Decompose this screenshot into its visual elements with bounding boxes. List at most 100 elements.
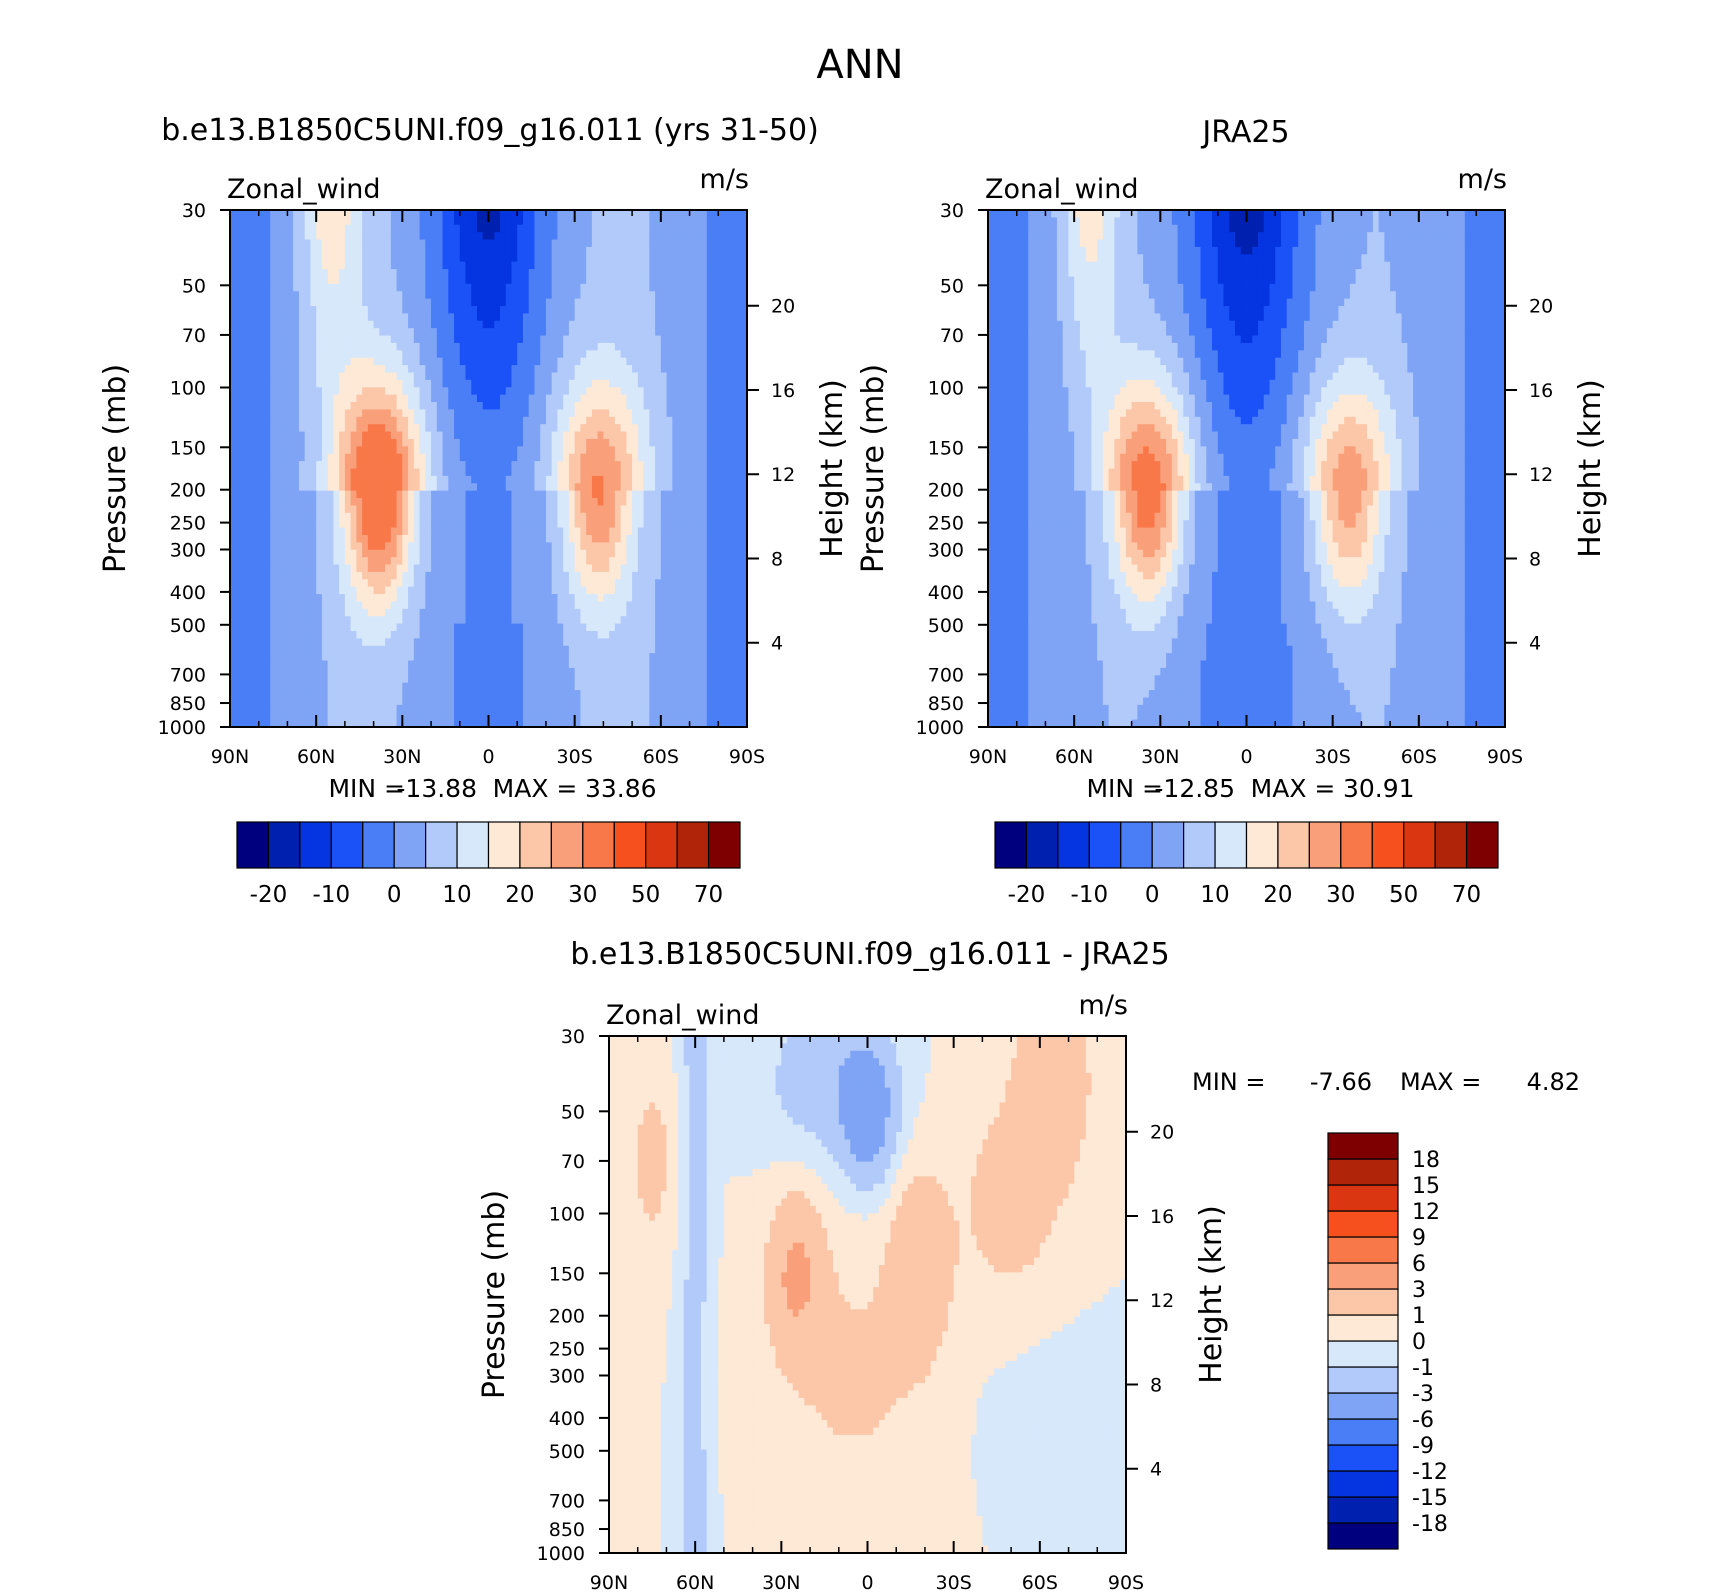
contour-cell (333, 298, 340, 307)
contour-cell (557, 498, 564, 507)
contour-cell (385, 608, 392, 617)
contour-cell (270, 549, 277, 558)
contour-cell (304, 372, 312, 381)
contour-cell (396, 232, 403, 241)
contour-cell (293, 697, 300, 706)
contour-cell (534, 704, 541, 713)
contour-cell (586, 616, 593, 625)
contour-cell (574, 239, 582, 248)
contour-cell (436, 246, 444, 255)
contour-cell (482, 379, 490, 388)
contour-cell (505, 512, 513, 521)
contour-cell (459, 402, 467, 411)
contour-cell (333, 365, 340, 374)
contour-cell (321, 402, 329, 411)
contour-cell (580, 557, 587, 566)
contour-cell (436, 306, 444, 314)
contour-cell (327, 682, 334, 691)
contour-cell (425, 712, 432, 721)
contour-cell (310, 697, 317, 706)
contour-cell (321, 608, 329, 617)
contour-cell (270, 557, 277, 566)
contour-cell (442, 623, 449, 632)
contour-cell (614, 564, 622, 573)
contour-cell (448, 660, 455, 669)
contour-cell (436, 527, 444, 536)
contour-cell (385, 690, 392, 699)
contour-cell (258, 306, 266, 314)
contour-cell (534, 608, 541, 617)
contour-cell (287, 579, 294, 588)
contour-cell (247, 468, 254, 477)
contour-cell (511, 682, 518, 691)
contour-cell (442, 298, 449, 307)
contour-cell (609, 623, 616, 632)
contour-cell (293, 350, 300, 359)
contour-cell (235, 328, 243, 337)
contour-cell (442, 461, 449, 470)
contour-cell (367, 498, 375, 507)
contour-cell (390, 586, 398, 595)
contour-cell (534, 365, 541, 374)
contour-cell (390, 594, 398, 603)
contour-cell (448, 246, 455, 255)
contour-cell (517, 579, 524, 588)
contour-cell (356, 542, 363, 551)
contour-cell (591, 623, 599, 632)
contour-cell (402, 623, 409, 632)
contour-cell (235, 461, 243, 470)
contour-cell (344, 453, 352, 462)
contour-cell (459, 483, 467, 492)
contour-cell (356, 342, 363, 351)
contour-cell (545, 298, 553, 307)
contour-cell (591, 490, 599, 499)
contour-cell (488, 409, 495, 418)
contour-cell (477, 246, 484, 255)
contour-cell (505, 534, 513, 543)
contour-cell (293, 475, 300, 484)
contour-cell (408, 313, 415, 322)
contour-cell (471, 520, 478, 529)
contour-cell (442, 645, 449, 654)
contour-cell (522, 261, 530, 270)
contour-cell (333, 283, 340, 292)
contour-cell (367, 653, 375, 662)
contour-cell (275, 246, 283, 255)
contour-cell (298, 498, 306, 507)
contour-cell (310, 313, 317, 322)
contour-cell (350, 557, 357, 566)
contour-cell (408, 372, 415, 381)
contour-cell (597, 246, 604, 255)
contour-cell (396, 372, 403, 381)
contour-cell (459, 424, 467, 433)
contour-cell (390, 697, 398, 706)
contour-cell (241, 276, 248, 285)
contour-cell (471, 217, 478, 226)
contour-cell (367, 431, 375, 440)
contour-cell (379, 630, 386, 639)
contour-cell (465, 630, 472, 639)
contour-cell (494, 527, 501, 536)
contour-cell (436, 601, 444, 610)
contour-cell (425, 357, 432, 366)
contour-cell (235, 498, 243, 507)
contour-cell (258, 424, 266, 433)
contour-cell (488, 239, 495, 248)
contour-cell (367, 365, 375, 374)
contour-cell (528, 461, 536, 470)
contour-cell (597, 372, 604, 381)
contour-cell (321, 534, 329, 543)
contour-cell (586, 512, 593, 521)
contour-cell (425, 269, 432, 278)
contour-cell (494, 350, 501, 359)
contour-cell (402, 335, 409, 344)
contour-cell (379, 557, 386, 566)
contour-cell (522, 306, 530, 314)
contour-cell (603, 690, 610, 699)
contour-cell (620, 210, 627, 218)
contour-cell (511, 697, 518, 706)
contour-cell (339, 424, 346, 433)
contour-cell (275, 505, 283, 514)
contour-cell (477, 623, 484, 632)
contour-cell (511, 527, 518, 536)
